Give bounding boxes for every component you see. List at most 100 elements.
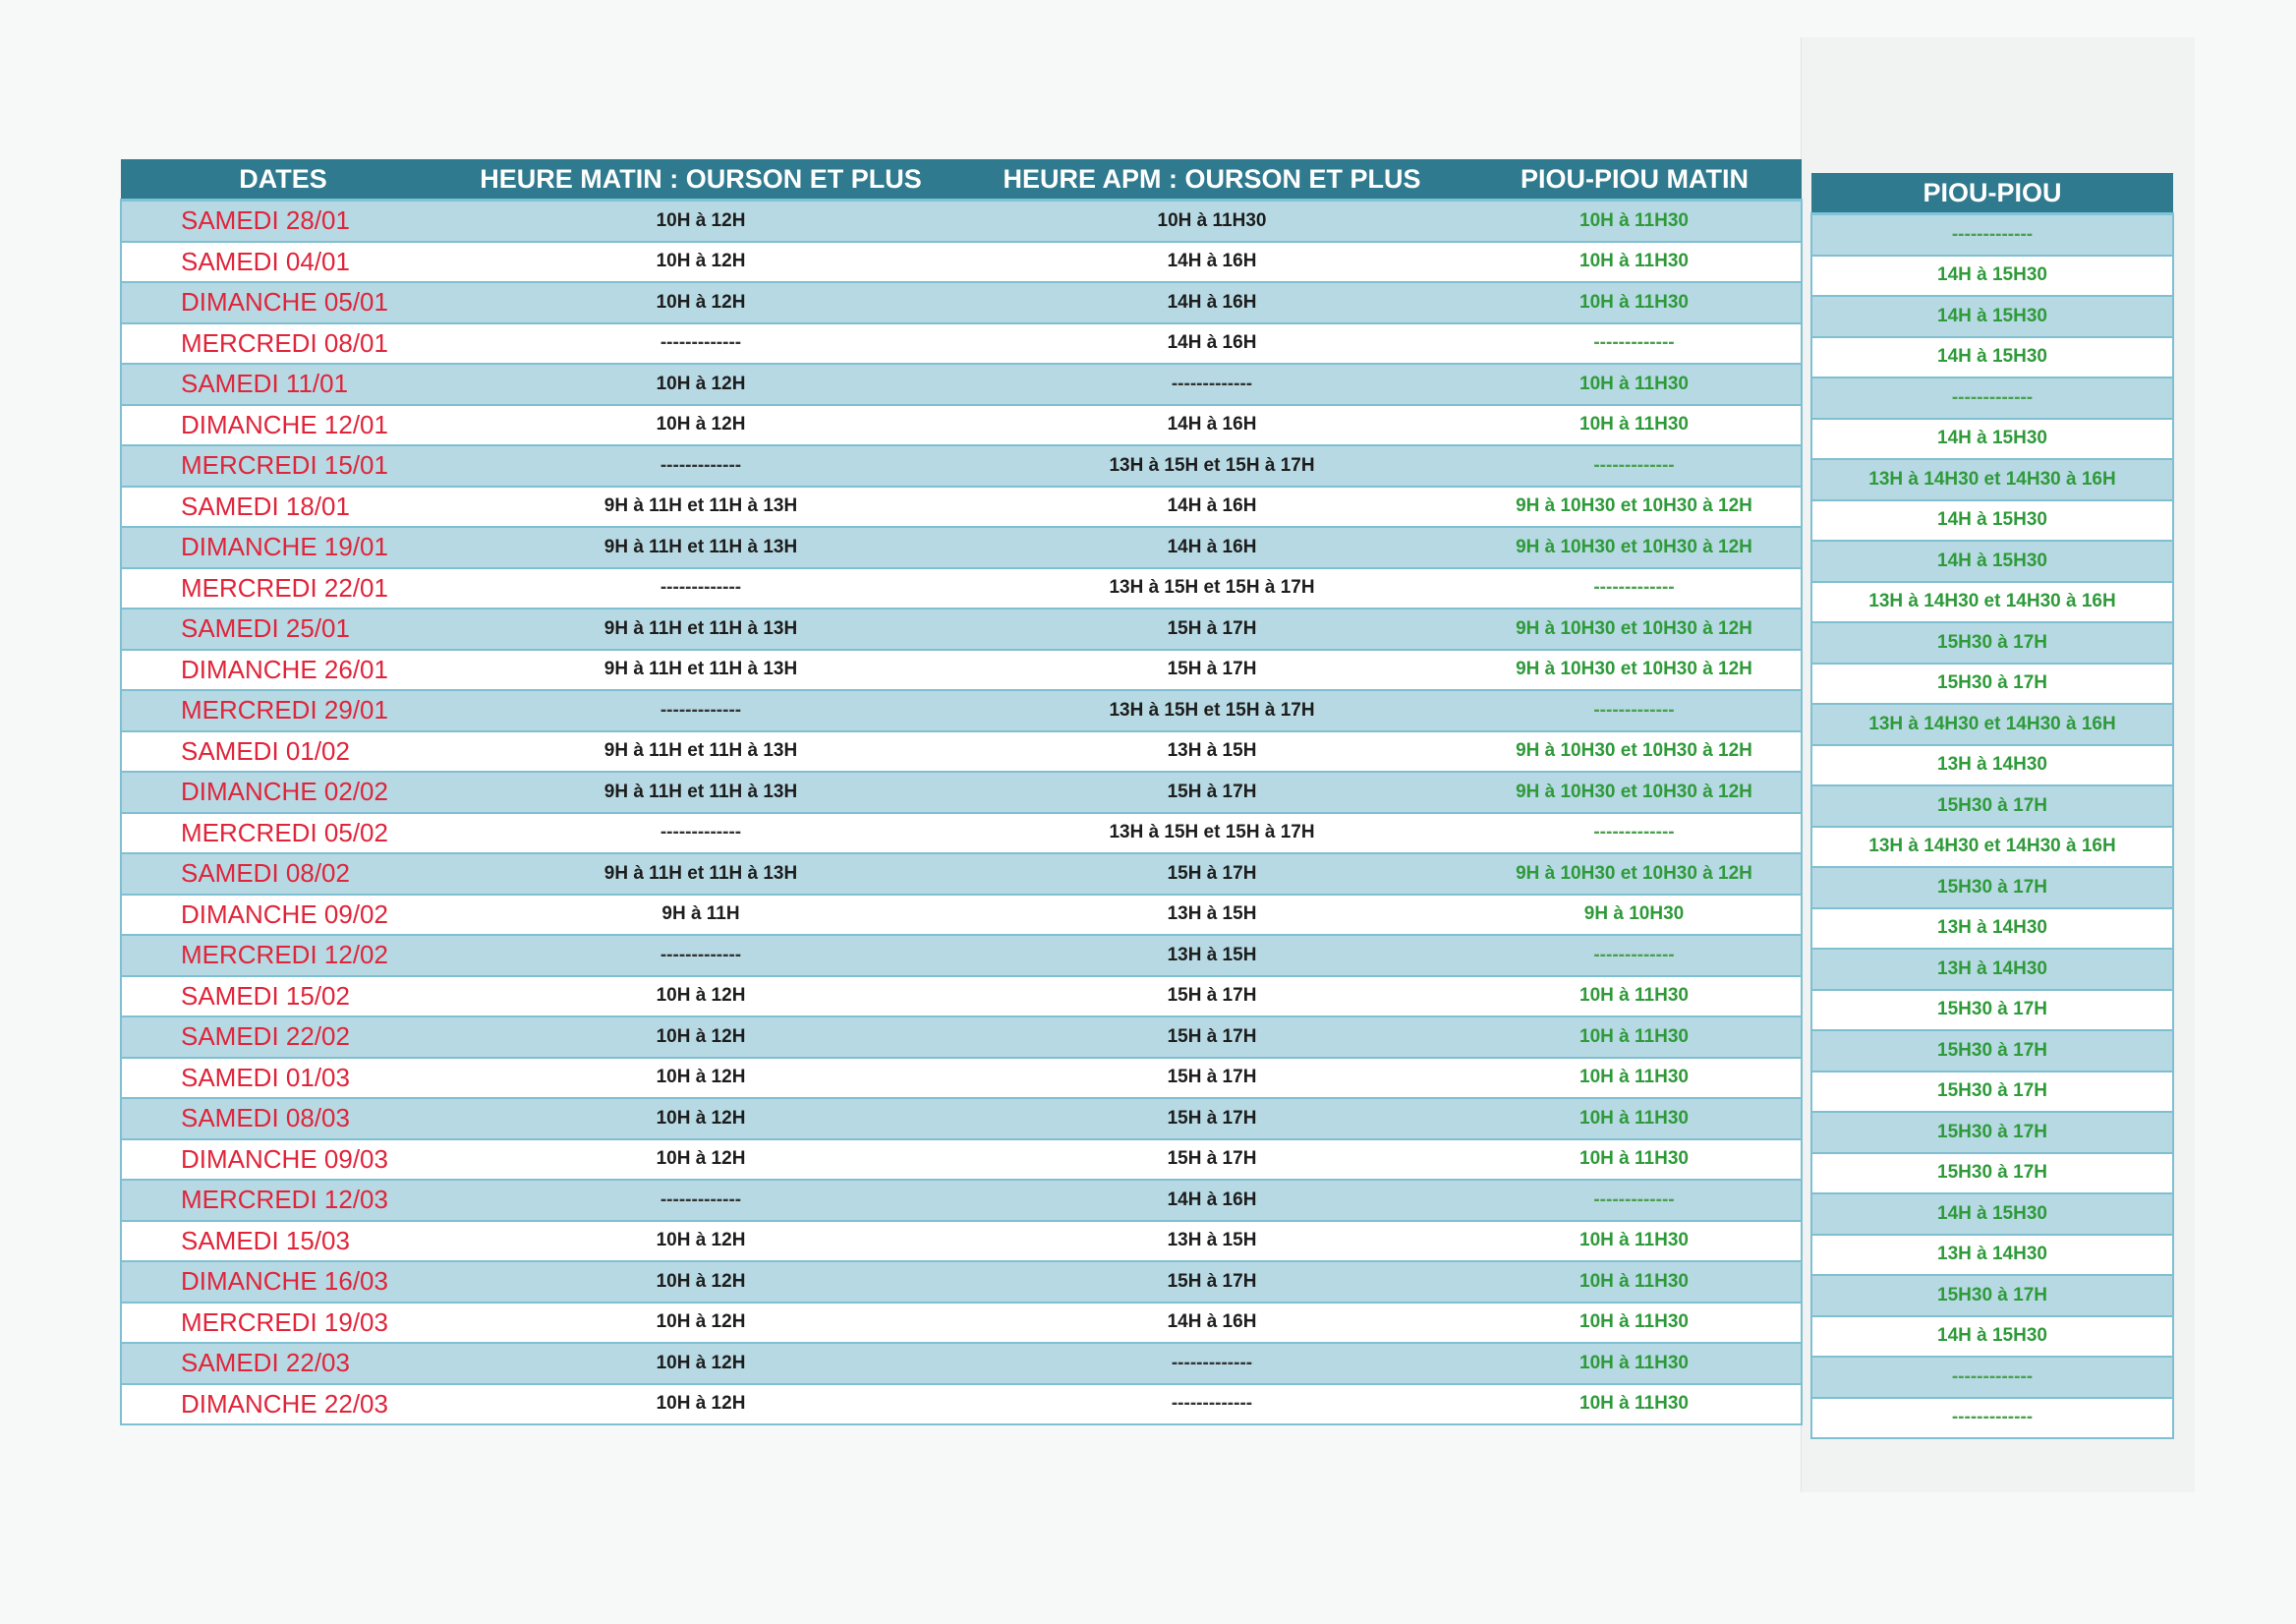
piou-piou-cell: ------------- bbox=[1810, 377, 2174, 420]
table-row: SAMEDI 04/01 10H à 12H 14H à 16H 10H à 11H3… bbox=[120, 241, 1803, 283]
morning-ourson-cell: 9H à 11H et 11H à 13H bbox=[445, 772, 956, 814]
afternoon-ourson-cell: ------------- bbox=[956, 1343, 1467, 1385]
afternoon-ourson-cell: 14H à 16H bbox=[956, 404, 1467, 446]
afternoon-ourson-cell: 15H à 17H bbox=[956, 1098, 1467, 1140]
afternoon-ourson-cell: 13H à 15H bbox=[956, 894, 1467, 936]
piou-piou-morning-cell: 9H à 10H30 et 10H30 à 12H bbox=[1467, 649, 1803, 691]
date-cell: DIMANCHE 09/02 bbox=[120, 894, 445, 936]
morning-ourson-cell: 9H à 11H et 11H à 13H bbox=[445, 853, 956, 896]
afternoon-ourson-cell: 15H à 17H bbox=[956, 853, 1467, 896]
piou-piou-cell: 13H à 14H30 et 14H30 à 16H bbox=[1810, 704, 2174, 746]
morning-ourson-cell: ------------- bbox=[445, 1180, 956, 1222]
morning-ourson-cell: 10H à 12H bbox=[445, 241, 956, 283]
piou-piou-table: PIOU-PIOU ------------- 14H à 15H30 14H à … bbox=[1810, 173, 2174, 1439]
date-cell: DIMANCHE 26/01 bbox=[120, 649, 445, 691]
date-cell: DIMANCHE 02/02 bbox=[120, 772, 445, 814]
morning-ourson-cell: ------------- bbox=[445, 935, 956, 977]
table-row: 13H à 14H30 et 14H30 à 16H bbox=[1810, 826, 2174, 868]
piou-piou-cell: 14H à 15H30 bbox=[1810, 296, 2174, 338]
afternoon-ourson-cell: 15H à 17H bbox=[956, 609, 1467, 651]
piou-piou-cell: 13H à 14H30 et 14H30 à 16H bbox=[1810, 826, 2174, 868]
afternoon-ourson-cell: 15H à 17H bbox=[956, 1138, 1467, 1181]
piou-piou-cell: 13H à 14H30 bbox=[1810, 907, 2174, 950]
afternoon-ourson-cell: 15H à 17H bbox=[956, 649, 1467, 691]
piou-piou-morning-cell: 10H à 11H30 bbox=[1467, 200, 1803, 243]
piou-piou-morning-cell: 9H à 10H30 et 10H30 à 12H bbox=[1467, 527, 1803, 569]
piou-piou-morning-cell: 10H à 11H30 bbox=[1467, 1220, 1803, 1262]
table-row: SAMEDI 22/02 10H à 12H 15H à 17H 10H à 11H3… bbox=[120, 1016, 1803, 1059]
piou-piou-cell: 14H à 15H30 bbox=[1810, 418, 2174, 460]
morning-ourson-cell: 10H à 12H bbox=[445, 1220, 956, 1262]
table-row: MERCREDI 12/02 ------------- 13H à 15H ----… bbox=[120, 935, 1803, 977]
table-row: MERCREDI 22/01 ------------- 13H à 15H et … bbox=[120, 567, 1803, 609]
morning-ourson-cell: ------------- bbox=[445, 812, 956, 854]
piou-piou-morning-cell: 10H à 11H30 bbox=[1467, 1057, 1803, 1099]
piou-piou-morning-cell: 9H à 10H30 et 10H30 à 12H bbox=[1467, 609, 1803, 651]
piou-piou-morning-cell: 10H à 11H30 bbox=[1467, 241, 1803, 283]
date-cell: MERCREDI 08/01 bbox=[120, 322, 445, 365]
piou-piou-cell: 14H à 15H30 bbox=[1810, 1193, 2174, 1236]
piou-piou-cell: 15H30 à 17H bbox=[1810, 663, 2174, 705]
table-row: 13H à 14H30 et 14H30 à 16H bbox=[1810, 459, 2174, 501]
piou-piou-cell: ------------- bbox=[1810, 213, 2174, 257]
table-row: MERCREDI 29/01 ------------- 13H à 15H et … bbox=[120, 690, 1803, 732]
afternoon-ourson-cell: 13H à 15H et 15H à 17H bbox=[956, 567, 1467, 609]
piou-piou-cell: 15H30 à 17H bbox=[1810, 1152, 2174, 1194]
piou-piou-cell: 13H à 14H30 et 14H30 à 16H bbox=[1810, 459, 2174, 501]
piou-piou-cell: 13H à 14H30 et 14H30 à 16H bbox=[1810, 581, 2174, 623]
schedule-table: DATES HEURE MATIN : OURSON ET PLUS HEURE… bbox=[120, 159, 1803, 1425]
piou-piou-morning-cell: ------------- bbox=[1467, 1180, 1803, 1222]
header-piou-piou-morning: PIOU-PIOU MATIN bbox=[1467, 159, 1802, 202]
afternoon-ourson-cell: 14H à 16H bbox=[956, 1302, 1467, 1344]
table-row: 14H à 15H30 bbox=[1810, 541, 2174, 583]
morning-ourson-cell: 10H à 12H bbox=[445, 1016, 956, 1059]
piou-piou-morning-cell: ------------- bbox=[1467, 322, 1803, 365]
piou-piou-cell: 14H à 15H30 bbox=[1810, 499, 2174, 542]
piou-piou-cell: 15H30 à 17H bbox=[1810, 1071, 2174, 1113]
table-row: 15H30 à 17H bbox=[1810, 622, 2174, 665]
piou-piou-cell: 14H à 15H30 bbox=[1810, 1315, 2174, 1358]
piou-piou-cell: ------------- bbox=[1810, 1357, 2174, 1399]
table-row: 15H30 à 17H bbox=[1810, 785, 2174, 828]
date-cell: MERCREDI 19/03 bbox=[120, 1302, 445, 1344]
table-row: SAMEDI 15/03 10H à 12H 13H à 15H 10H à 11H3… bbox=[120, 1220, 1803, 1262]
piou-piou-morning-cell: 10H à 11H30 bbox=[1467, 1383, 1803, 1425]
morning-ourson-cell: 9H à 11H bbox=[445, 894, 956, 936]
date-cell: SAMEDI 22/02 bbox=[120, 1016, 445, 1059]
morning-ourson-cell: 9H à 11H et 11H à 13H bbox=[445, 609, 956, 651]
table-row: 13H à 14H30 bbox=[1810, 1234, 2174, 1276]
afternoon-ourson-cell: ------------- bbox=[956, 364, 1467, 406]
piou-piou-cell: 15H30 à 17H bbox=[1810, 785, 2174, 828]
table-row: MERCREDI 19/03 10H à 12H 14H à 16H 10H à 11… bbox=[120, 1302, 1803, 1344]
table-row: MERCREDI 08/01 ------------- 14H à 16H ----… bbox=[120, 322, 1803, 365]
header-piou-piou: PIOU-PIOU bbox=[1811, 173, 2173, 215]
table-row: MERCREDI 15/01 ------------- 13H à 15H et … bbox=[120, 445, 1803, 488]
table-row: 13H à 14H30 bbox=[1810, 949, 2174, 991]
morning-ourson-cell: 10H à 12H bbox=[445, 404, 956, 446]
table-row: 14H à 15H30 bbox=[1810, 418, 2174, 460]
afternoon-ourson-cell: 13H à 15H bbox=[956, 1220, 1467, 1262]
date-cell: SAMEDI 08/02 bbox=[120, 853, 445, 896]
table-row: 13H à 14H30 et 14H30 à 16H bbox=[1810, 581, 2174, 623]
table-row: DIMANCHE 16/03 10H à 12H 15H à 17H 10H à 11… bbox=[120, 1261, 1803, 1304]
date-cell: SAMEDI 15/03 bbox=[120, 1220, 445, 1262]
piou-piou-cell: 15H30 à 17H bbox=[1810, 1112, 2174, 1154]
morning-ourson-cell: 9H à 11H et 11H à 13H bbox=[445, 486, 956, 528]
header-morning-ourson: HEURE MATIN : OURSON ET PLUS bbox=[445, 159, 956, 202]
date-cell: MERCREDI 22/01 bbox=[120, 567, 445, 609]
date-cell: SAMEDI 01/02 bbox=[120, 730, 445, 773]
piou-piou-morning-cell: 10H à 11H30 bbox=[1467, 1138, 1803, 1181]
piou-piou-cell: 14H à 15H30 bbox=[1810, 541, 2174, 583]
afternoon-ourson-cell: 14H à 16H bbox=[956, 486, 1467, 528]
date-cell: SAMEDI 25/01 bbox=[120, 609, 445, 651]
date-cell: SAMEDI 11/01 bbox=[120, 364, 445, 406]
morning-ourson-cell: 10H à 12H bbox=[445, 1057, 956, 1099]
table-row: 15H30 à 17H bbox=[1810, 1071, 2174, 1113]
table-row: SAMEDI 22/03 10H à 12H ------------- 10H à … bbox=[120, 1343, 1803, 1385]
piou-piou-morning-cell: 10H à 11H30 bbox=[1467, 975, 1803, 1017]
date-cell: MERCREDI 12/03 bbox=[120, 1180, 445, 1222]
table-row: SAMEDI 01/03 10H à 12H 15H à 17H 10H à 11H3… bbox=[120, 1057, 1803, 1099]
date-cell: DIMANCHE 12/01 bbox=[120, 404, 445, 446]
table-row: 15H30 à 17H bbox=[1810, 1112, 2174, 1154]
afternoon-ourson-cell: 15H à 17H bbox=[956, 1261, 1467, 1304]
